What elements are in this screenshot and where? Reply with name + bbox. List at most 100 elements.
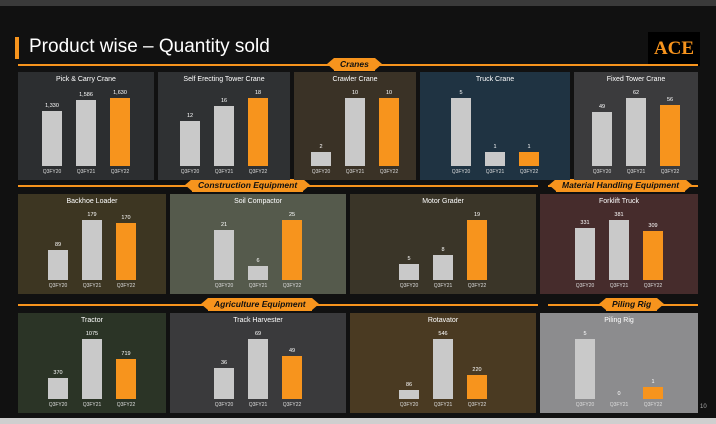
- tick-label: Q3FY20: [48, 283, 68, 289]
- value-label: 1: [493, 144, 497, 151]
- value-label: 309: [648, 223, 658, 230]
- bottom-strip: [0, 418, 716, 424]
- bar-q3fy20: [399, 389, 419, 399]
- page-number: 10: [700, 404, 707, 410]
- bar-q3fy22: [660, 104, 680, 166]
- value-label: 86: [405, 381, 413, 388]
- tick-label: Q3FY22: [467, 283, 487, 289]
- value-label: 69: [254, 331, 262, 337]
- value-label: 25: [288, 212, 296, 218]
- bar-q3fy20: [180, 120, 200, 166]
- tick-label: Q3FY22: [282, 402, 302, 408]
- bar-q3fy22: [467, 220, 487, 280]
- bar-q3fy21: [76, 99, 96, 166]
- value-label: 12: [186, 112, 194, 119]
- bar-q3fy21: [248, 265, 268, 280]
- value-label: 19: [473, 212, 481, 218]
- bar-q3fy21: [82, 339, 102, 399]
- value-label: 5: [583, 331, 587, 337]
- tick-label: Q3FY22: [248, 169, 268, 175]
- value-label: 10: [385, 90, 393, 96]
- tick-label: Q3FY20: [592, 169, 612, 175]
- slide: Product wise – Quantity sold ACE Cranes …: [0, 6, 716, 418]
- value-label: 220: [472, 366, 482, 373]
- value-label: 16: [220, 97, 228, 104]
- bar-q3fy20: [311, 152, 331, 166]
- bar-q3fy21: [345, 98, 365, 166]
- tick-label: Q3FY20: [214, 402, 234, 408]
- chart-title: Soil Compactor: [234, 198, 282, 205]
- tick-label: Q3FY21: [82, 402, 102, 408]
- bar-q3fy20: [592, 112, 612, 166]
- value-label: 10: [351, 90, 359, 96]
- tick-label: Q3FY22: [110, 169, 130, 175]
- tick-label: Q3FY21: [609, 283, 629, 289]
- title-accent-bar: [15, 37, 19, 59]
- value-label: 8: [441, 246, 445, 253]
- tick-label: Q3FY20: [399, 283, 419, 289]
- bar-q3fy22: [643, 231, 663, 280]
- chart-title: Fixed Tower Crane: [606, 76, 666, 83]
- bar-q3fy22: [519, 152, 539, 166]
- chart-rotavator: Rotavator 86 Q3FY20 546 Q3FY21 220 Q3FY22: [350, 313, 536, 413]
- bar-q3fy20: [48, 250, 68, 280]
- bar-q3fy20: [42, 110, 62, 166]
- tick-label: Q3FY21: [609, 402, 629, 408]
- tick-label: Q3FY21: [214, 169, 234, 175]
- bar-q3fy20: [451, 98, 471, 166]
- bar-q3fy21: [609, 220, 629, 280]
- chart-pick-carry-crane: Pick & Carry Crane 1,330 Q3FY20 1,586 Q3FY21…: [18, 72, 154, 180]
- tick-label: Q3FY21: [248, 402, 268, 408]
- slide-title: Product wise – Quantity sold: [29, 36, 270, 57]
- tick-label: Q3FY21: [485, 169, 505, 175]
- value-label: 62: [632, 90, 640, 96]
- value-label: 5: [459, 90, 463, 96]
- tick-label: Q3FY22: [282, 283, 302, 289]
- tick-label: Q3FY22: [519, 169, 539, 175]
- tick-label: Q3FY20: [180, 169, 200, 175]
- value-label: 49: [288, 348, 296, 355]
- chart-title: Backhoe Loader: [66, 198, 118, 205]
- value-label: 546: [438, 331, 448, 337]
- chart-crawler-crane: Crawler Crane 2 Q3FY20 10 Q3FY21 10 Q3FY22: [294, 72, 416, 180]
- chart-self-erecting-tower-crane: Self Erecting Tower Crane 12 Q3FY20 16 Q3FY2…: [158, 72, 290, 180]
- tick-label: Q3FY22: [116, 283, 136, 289]
- value-label: 1: [651, 379, 655, 385]
- value-label: 331: [580, 219, 590, 226]
- chart-fixed-tower-crane: Fixed Tower Crane 49 Q3FY20 62 Q3FY21 56 Q3FY2…: [574, 72, 698, 180]
- cranes-tag: Cranes: [327, 58, 382, 71]
- tick-label: Q3FY20: [48, 402, 68, 408]
- bar-q3fy21: [626, 98, 646, 166]
- tick-label: Q3FY20: [399, 402, 419, 408]
- tick-label: Q3FY21: [433, 402, 453, 408]
- bar-q3fy22: [248, 98, 268, 166]
- bar-q3fy21: [433, 339, 453, 399]
- value-label: 1,630: [113, 90, 127, 96]
- agriculture-tag: Agriculture Equipment: [201, 298, 319, 311]
- bar-q3fy20: [399, 264, 419, 280]
- tick-label: Q3FY21: [433, 283, 453, 289]
- chart-soil-compactor: Soil Compactor 21 Q3FY20 6 Q3FY21 25 Q3FY22: [170, 194, 346, 294]
- bar-q3fy21: [433, 254, 453, 280]
- value-label: 0: [617, 391, 621, 397]
- chart-motor-grader: Motor Grader 5 Q3FY20 8 Q3FY21 19 Q3FY22: [350, 194, 536, 294]
- tick-label: Q3FY22: [116, 402, 136, 408]
- bar-q3fy22: [467, 374, 487, 399]
- chart-title: Motor Grader: [422, 198, 464, 205]
- bar-q3fy20: [48, 378, 68, 399]
- piling-tag: Piling Rig: [598, 298, 665, 311]
- value-label: 18: [254, 90, 262, 96]
- value-label: 370: [53, 370, 63, 377]
- value-label: 49: [598, 104, 606, 111]
- value-label: 36: [220, 359, 228, 366]
- bar-q3fy22: [282, 220, 302, 280]
- tick-label: Q3FY20: [451, 169, 471, 175]
- bar-q3fy20: [214, 367, 234, 399]
- bar-q3fy22: [379, 98, 399, 166]
- bar-q3fy22: [116, 358, 136, 399]
- tick-label: Q3FY22: [643, 283, 663, 289]
- chart-title: Pick & Carry Crane: [56, 76, 116, 83]
- bar-q3fy22: [110, 98, 130, 166]
- tick-label: Q3FY20: [311, 169, 331, 175]
- value-label: 6: [256, 257, 260, 264]
